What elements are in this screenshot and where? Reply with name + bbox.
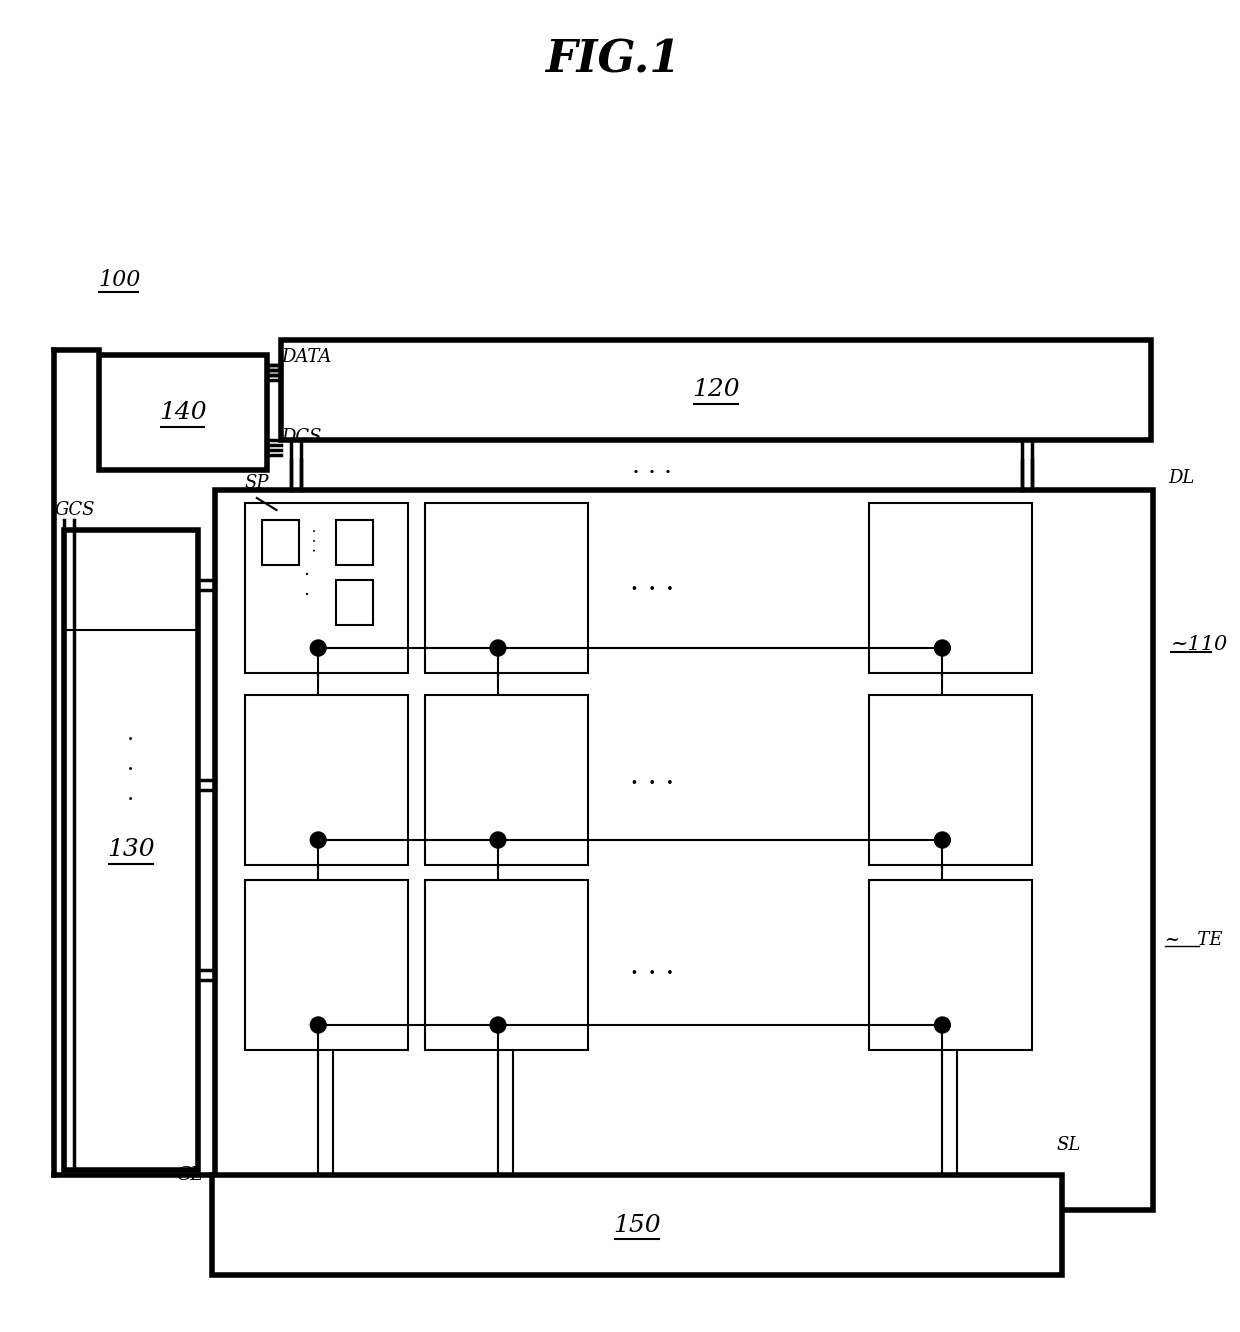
Text: GCS: GCS [55,501,94,519]
Text: ~   TE: ~ TE [1166,931,1223,948]
Text: SP: SP [246,474,269,492]
Text: · · ·: · · · [630,962,675,988]
Circle shape [490,639,506,655]
Bar [216,490,1153,1209]
Text: DATA: DATA [281,348,332,366]
Text: ~110: ~110 [1172,635,1229,654]
Bar [869,880,1032,1050]
Bar [424,503,588,673]
Text: GL: GL [176,1166,202,1184]
Bar [246,503,408,673]
Bar [424,695,588,864]
Text: · · ·: · · · [632,461,672,485]
Circle shape [490,832,506,848]
Bar [262,519,299,565]
Text: ·: · [303,586,309,603]
Bar [336,519,373,565]
Text: FIG.1: FIG.1 [544,39,680,81]
Bar [336,579,373,625]
Circle shape [935,1018,950,1034]
Text: 130: 130 [107,839,155,862]
Circle shape [310,1018,326,1034]
Bar [212,1175,1061,1275]
Text: · · ·: · · · [309,527,324,553]
Bar [99,356,267,470]
Circle shape [310,832,326,848]
Circle shape [935,832,950,848]
Circle shape [490,1018,506,1034]
Text: ·: · [303,566,309,583]
Text: 150: 150 [613,1213,661,1236]
Bar [424,880,588,1050]
Bar [869,695,1032,864]
Bar [64,530,197,1169]
Text: DL: DL [1168,469,1194,488]
Text: 120: 120 [692,378,740,401]
Bar [281,340,1151,440]
Text: DCS: DCS [281,428,322,446]
Text: ·
·
·: · · · [128,729,134,811]
Circle shape [310,639,326,655]
Text: 140: 140 [159,401,207,424]
Text: · · ·: · · · [630,771,675,798]
Text: 100: 100 [99,269,141,290]
Circle shape [935,639,950,655]
Bar [246,695,408,864]
Text: SL: SL [1056,1136,1081,1154]
Text: · · ·: · · · [630,577,675,603]
Bar [246,880,408,1050]
Bar [869,503,1032,673]
